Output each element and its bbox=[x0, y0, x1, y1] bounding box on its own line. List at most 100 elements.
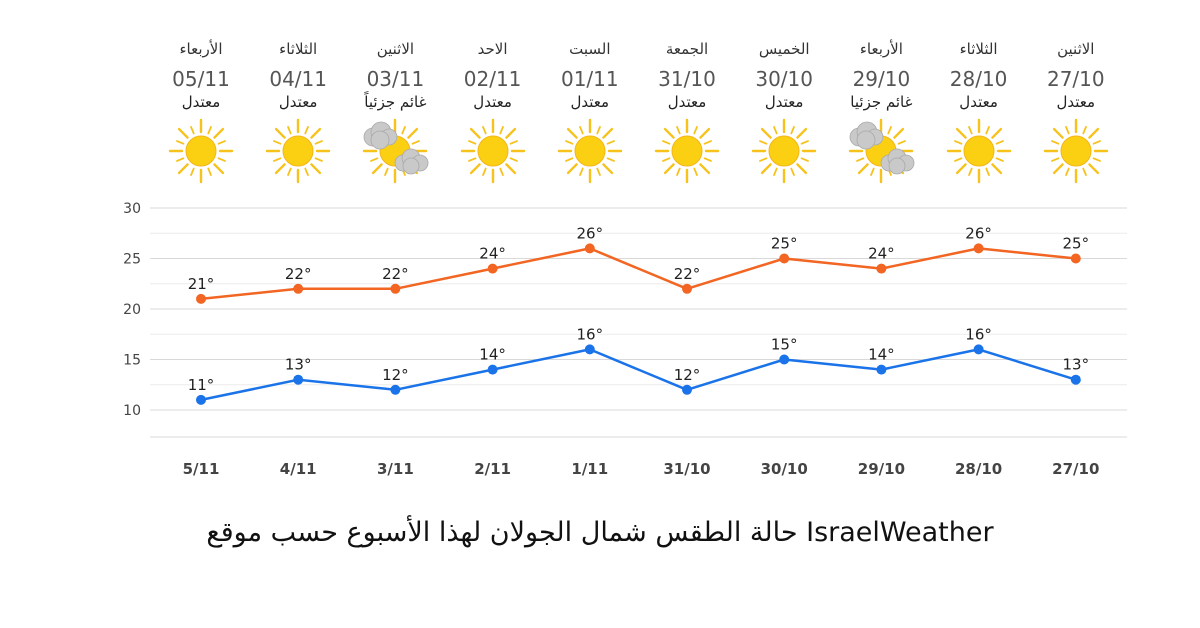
x-tick-label: 2/11 bbox=[474, 460, 511, 478]
high-temp-point bbox=[779, 253, 790, 264]
low-temp-point bbox=[682, 384, 692, 395]
data-label: 11° bbox=[188, 376, 215, 394]
data-label: 12° bbox=[674, 366, 701, 384]
day-name: الأربعاء bbox=[859, 40, 903, 58]
sun-icon bbox=[946, 118, 1011, 184]
day-date: 28/10 bbox=[949, 67, 1008, 91]
day-date: 03/11 bbox=[366, 67, 425, 91]
day-column: الأربعاء 05/11 معتدل bbox=[153, 36, 249, 184]
low-temp-point bbox=[390, 384, 401, 395]
low-temp-point bbox=[196, 394, 206, 405]
day-condition: معتدل bbox=[667, 93, 707, 111]
sun-icon bbox=[557, 118, 622, 184]
sun-icon bbox=[265, 118, 331, 184]
low-temp-point bbox=[779, 354, 790, 365]
data-label: 13° bbox=[1063, 356, 1090, 374]
day-column: الثلاثاء 28/10 معتدل bbox=[931, 36, 1027, 184]
forecast-header: الأربعاء 05/11 معتدل الثلاثاء 04/11 معتدل الاث… bbox=[0, 0, 1200, 205]
day-condition: معتدل bbox=[473, 93, 512, 111]
low-temp-point bbox=[1070, 374, 1081, 385]
day-column: الجمعة 31/10 معتدل bbox=[639, 36, 735, 184]
day-name: الاحد bbox=[477, 40, 508, 58]
low-temp-line bbox=[200, 348, 1077, 402]
day-condition: معتدل bbox=[181, 93, 221, 111]
partly-cloudy-icon bbox=[849, 118, 915, 184]
data-label: 21° bbox=[188, 275, 215, 293]
data-label: 22° bbox=[285, 265, 312, 283]
data-label: 12° bbox=[382, 366, 409, 384]
x-tick-label: 28/10 bbox=[955, 460, 1002, 478]
x-tick-label: 31/10 bbox=[663, 460, 710, 478]
x-tick-label: 1/11 bbox=[571, 460, 608, 478]
day-name: الخميس bbox=[758, 40, 810, 58]
high-temp-point bbox=[973, 243, 984, 254]
low-temp-point bbox=[876, 364, 887, 375]
day-date: 04/11 bbox=[269, 67, 327, 91]
data-label: 25° bbox=[771, 235, 798, 253]
high-temp-point bbox=[682, 283, 692, 294]
day-condition: معتدل bbox=[764, 93, 804, 111]
sun-icon bbox=[751, 118, 817, 184]
y-tick-label: 10 bbox=[123, 403, 141, 419]
day-column: الاثنين 03/11 غائم جزئياً bbox=[347, 36, 443, 184]
high-temp-point bbox=[1070, 253, 1081, 264]
temperature-chart: 10 15 20 25 30 5/11 4/11 3/11 2/11 1/11 31/10 30/10… bbox=[123, 201, 1127, 478]
day-date: 31/10 bbox=[658, 67, 716, 91]
high-temp-point bbox=[584, 243, 595, 254]
data-label: 14° bbox=[479, 346, 506, 364]
data-label: 22° bbox=[382, 265, 409, 283]
day-name: السبت bbox=[569, 40, 611, 58]
sun-icon bbox=[460, 118, 525, 184]
high-temp-point bbox=[196, 293, 206, 304]
y-tick-label: 30 bbox=[123, 201, 141, 217]
data-label: 13° bbox=[285, 356, 312, 374]
x-tick-label: 30/10 bbox=[761, 460, 808, 478]
sun-icon bbox=[654, 118, 720, 184]
low-temp-point bbox=[584, 344, 595, 355]
data-label: 24° bbox=[479, 245, 506, 263]
x-tick-label: 3/11 bbox=[377, 460, 414, 478]
high-temp-line bbox=[200, 247, 1076, 301]
low-temp-point bbox=[487, 364, 498, 375]
day-name: الاثنين bbox=[1057, 40, 1095, 58]
day-condition: معتدل bbox=[570, 93, 610, 111]
day-date: 05/11 bbox=[172, 67, 230, 91]
high-temp-point bbox=[390, 283, 401, 294]
sun-icon bbox=[168, 118, 234, 184]
day-date: 27/10 bbox=[1046, 67, 1105, 91]
day-name: الثلاثاء bbox=[279, 40, 318, 58]
partly-cloudy-icon bbox=[363, 118, 429, 184]
day-column: الثلاثاء 04/11 معتدل bbox=[250, 36, 346, 184]
day-name: الاثنين bbox=[376, 40, 415, 58]
day-date: 01/11 bbox=[560, 67, 619, 91]
data-label: 26° bbox=[965, 224, 992, 242]
low-temp-point bbox=[973, 344, 984, 355]
day-condition: معتدل bbox=[959, 93, 998, 111]
data-label: 16° bbox=[577, 325, 604, 343]
day-column: السبت 01/11 معتدل bbox=[542, 36, 638, 184]
day-column: الاثنين 27/10 معتدل bbox=[1028, 36, 1124, 184]
x-tick-label: 4/11 bbox=[280, 460, 317, 478]
y-tick-label: 20 bbox=[123, 302, 141, 318]
x-tick-label: 5/11 bbox=[183, 460, 220, 478]
data-label: 22° bbox=[674, 265, 701, 283]
day-name: الجمعة bbox=[665, 40, 709, 58]
y-tick-label: 15 bbox=[123, 353, 141, 369]
data-label: 16° bbox=[965, 325, 992, 343]
data-label: 25° bbox=[1063, 235, 1090, 253]
day-name: الأربعاء bbox=[179, 40, 223, 58]
high-temp-point bbox=[293, 283, 304, 294]
y-tick-label: 25 bbox=[123, 252, 141, 268]
page-caption: حالة الطقس شمال الجولان لهذا الأسبوع حسب… bbox=[206, 517, 994, 548]
low-temp-point bbox=[293, 374, 304, 385]
data-label: 15° bbox=[771, 336, 798, 354]
data-label: 24° bbox=[868, 245, 895, 263]
day-date: 02/11 bbox=[463, 67, 522, 91]
x-tick-label: 27/10 bbox=[1052, 460, 1099, 478]
day-condition: معتدل bbox=[278, 93, 318, 111]
sun-icon bbox=[1043, 118, 1108, 184]
day-condition: معتدل bbox=[1056, 93, 1096, 111]
day-date: 30/10 bbox=[755, 67, 813, 91]
day-name: الثلاثاء bbox=[959, 40, 998, 58]
day-date: 29/10 bbox=[852, 67, 911, 91]
